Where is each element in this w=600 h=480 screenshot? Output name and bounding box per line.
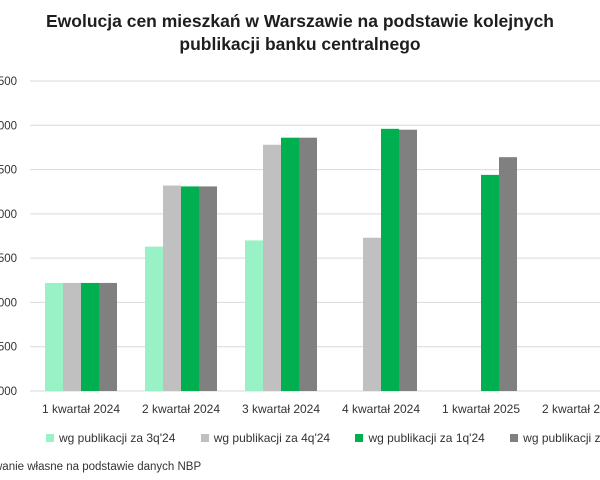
legend-swatch-4q24 bbox=[200, 434, 209, 443]
x-tick-label: 1 kwartał 2024 bbox=[42, 402, 120, 416]
x-tick-label: 3 kwartał 2024 bbox=[242, 402, 320, 416]
bar bbox=[199, 186, 217, 391]
y-tick-label: 000 bbox=[0, 297, 17, 309]
bar bbox=[45, 282, 63, 391]
x-tick-label: 2 kwartał 2024 bbox=[142, 402, 220, 416]
legend-item-1q24: wg publikacji za 1q'24 bbox=[355, 430, 485, 446]
bar bbox=[245, 240, 263, 391]
bar bbox=[281, 137, 299, 391]
bar-chart: 000 500 000 500 000 500 000 500 1 kwartał 2024 2 … bbox=[0, 76, 600, 416]
bar bbox=[181, 186, 199, 391]
legend-swatch-2q25 bbox=[510, 434, 519, 443]
legend-item-3q24: wg publikacji za 3q'24 bbox=[46, 430, 175, 445]
bar bbox=[81, 282, 99, 391]
bar bbox=[263, 144, 281, 391]
legend-item-4q24: wg publikacji za 4q'24 bbox=[200, 430, 331, 446]
bar bbox=[381, 128, 399, 392]
y-tick-label: 500 bbox=[0, 165, 17, 177]
y-tick-label: 500 bbox=[0, 253, 17, 265]
bar bbox=[481, 174, 499, 391]
legend-swatch-3q24 bbox=[46, 434, 54, 443]
chart-legend: wg publikacji za 3q'24 wg publikacji za … bbox=[46, 430, 600, 446]
y-tick-label: 000 bbox=[0, 120, 17, 132]
legend-item-2q25: wg publikacji za 2 bbox=[510, 430, 600, 445]
y-tick-label: 500 bbox=[0, 342, 17, 354]
chart-title-line-2: publikacji banku centralnego bbox=[179, 34, 421, 54]
bar bbox=[163, 185, 181, 391]
bar bbox=[499, 157, 517, 391]
y-tick-label: 500 bbox=[0, 76, 17, 88]
legend-label-1q24: wg publikacji za 1q'24 bbox=[368, 431, 485, 446]
bar bbox=[399, 129, 417, 391]
bar bbox=[63, 282, 81, 391]
y-tick-label: 000 bbox=[0, 386, 17, 398]
source-note: wanie własne na podstawie danych NBP bbox=[0, 461, 202, 473]
bar bbox=[363, 237, 381, 391]
legend-swatch-1q24 bbox=[355, 434, 364, 443]
x-tick-label: 1 kwartał 2025 bbox=[442, 402, 520, 416]
bar bbox=[99, 282, 117, 391]
x-tick-label: 4 kwartał 2024 bbox=[342, 402, 420, 416]
legend-label-4q24: wg publikacji za 4q'24 bbox=[213, 431, 331, 446]
x-tick-label: 2 kwartał 2025 bbox=[542, 402, 600, 416]
bar bbox=[299, 137, 317, 391]
bar bbox=[145, 246, 163, 391]
chart-title: Ewolucja cen mieszkań w Warszawie na pod… bbox=[0, 10, 600, 56]
chart-title-line-1: Ewolucja cen mieszkań w Warszawie na pod… bbox=[46, 11, 554, 31]
legend-label-2q25: wg publikacji za 2 bbox=[523, 431, 600, 446]
legend-label-3q24: wg publikacji za 3q'24 bbox=[59, 431, 176, 446]
y-tick-label: 000 bbox=[0, 209, 17, 221]
